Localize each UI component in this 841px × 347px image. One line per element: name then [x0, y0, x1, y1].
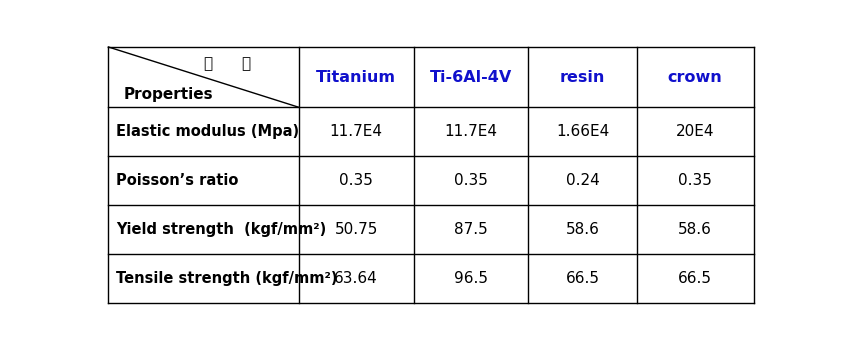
Text: 96.5: 96.5	[454, 271, 488, 287]
Text: 58.6: 58.6	[679, 222, 712, 237]
Text: Ti-6Al-4V: Ti-6Al-4V	[430, 70, 512, 85]
Text: Titanium: Titanium	[316, 70, 396, 85]
Text: 0.35: 0.35	[339, 174, 373, 188]
Text: 66.5: 66.5	[566, 271, 600, 287]
Text: 87.5: 87.5	[454, 222, 488, 237]
Text: 0.24: 0.24	[566, 174, 600, 188]
Text: Poisson’s ratio: Poisson’s ratio	[116, 174, 239, 188]
Text: 11.7E4: 11.7E4	[330, 124, 383, 139]
Text: Properties: Properties	[124, 86, 214, 102]
Text: 1.66E4: 1.66E4	[556, 124, 609, 139]
Text: Yield strength  (kgf/mm²): Yield strength (kgf/mm²)	[116, 222, 326, 237]
Text: 50.75: 50.75	[335, 222, 378, 237]
Text: 0.35: 0.35	[454, 174, 488, 188]
Text: 11.7E4: 11.7E4	[445, 124, 498, 139]
Text: 0.35: 0.35	[679, 174, 712, 188]
Text: Tensile strength (kgf/mm²): Tensile strength (kgf/mm²)	[116, 271, 337, 287]
Text: Elastic modulus (Mpa): Elastic modulus (Mpa)	[116, 124, 299, 139]
Text: 20E4: 20E4	[676, 124, 715, 139]
Text: 류: 류	[241, 56, 250, 71]
Text: 66.5: 66.5	[678, 271, 712, 287]
Text: crown: crown	[668, 70, 722, 85]
Text: 58.6: 58.6	[566, 222, 600, 237]
Text: resin: resin	[560, 70, 606, 85]
Text: 종: 종	[203, 56, 212, 71]
Text: 63.64: 63.64	[334, 271, 378, 287]
